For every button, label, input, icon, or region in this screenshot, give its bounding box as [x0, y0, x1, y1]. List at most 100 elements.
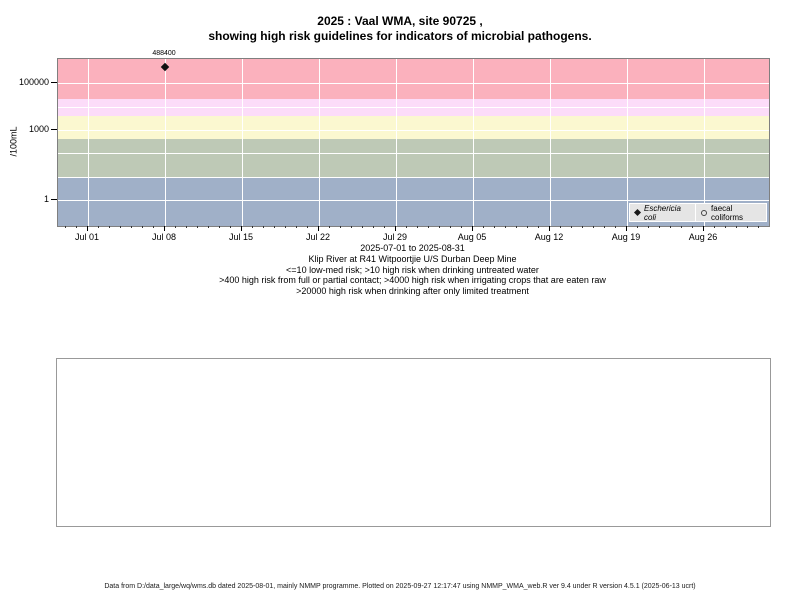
x-minor-tick — [670, 226, 671, 228]
x-tick-mark — [703, 226, 704, 231]
x-minor-tick — [329, 226, 330, 228]
x-minor-tick — [450, 226, 451, 228]
x-tick-mark — [626, 226, 627, 231]
x-minor-tick — [109, 226, 110, 228]
x-minor-tick — [681, 226, 682, 228]
x-tick-label: Jul 29 — [382, 232, 408, 242]
x-minor-tick — [120, 226, 121, 228]
open-circle-icon — [701, 209, 708, 216]
x-gridline — [473, 59, 474, 226]
x-minor-tick — [417, 226, 418, 228]
x-tick-label: Jul 01 — [74, 232, 100, 242]
x-minor-tick — [175, 226, 176, 228]
x-minor-tick — [747, 226, 748, 228]
x-minor-tick — [604, 226, 605, 228]
y-tick-label: 100000 — [18, 77, 49, 88]
x-minor-tick — [505, 226, 506, 228]
chart-title-line-1: 2025 : Vaal WMA, site 90725 , — [317, 14, 483, 28]
x-minor-tick — [362, 226, 363, 228]
y-gridline — [58, 153, 769, 155]
x-tick-label: Aug 19 — [611, 232, 641, 242]
x-minor-tick — [560, 226, 561, 228]
x-minor-tick — [219, 226, 220, 228]
x-gridline — [704, 59, 705, 226]
y-gridline — [58, 106, 769, 108]
x-minor-tick — [98, 226, 99, 228]
risk-band — [58, 115, 769, 140]
legend-label: Eschericia coli — [644, 203, 681, 222]
caption-line-risk-2: >400 high risk from full or partial cont… — [219, 275, 606, 285]
x-tick-label: Jul 15 — [228, 232, 254, 242]
caption-line-risk-1: <=10 low-med risk; >10 high risk when dr… — [286, 264, 539, 275]
x-tick-mark — [318, 226, 319, 231]
x-tick-mark — [87, 226, 88, 231]
y-tick-label: 1000 — [28, 123, 49, 134]
x-gridline — [242, 59, 243, 226]
x-tick-mark — [472, 226, 473, 231]
chart-title-line-2: showing high risk guidelines for indicat… — [208, 29, 592, 43]
x-minor-tick — [186, 226, 187, 228]
x-minor-tick — [439, 226, 440, 228]
x-gridline — [319, 59, 320, 226]
legend-label: faecal coliforms — [711, 203, 744, 222]
x-minor-tick — [758, 226, 759, 228]
x-minor-tick — [76, 226, 77, 228]
x-minor-tick — [483, 226, 484, 228]
x-tick-label: Jul 22 — [305, 232, 331, 242]
y-tick-mark — [51, 199, 57, 201]
x-minor-tick — [307, 226, 308, 228]
x-minor-tick — [230, 226, 231, 228]
legend: Eschericia coli faecal coliforms — [629, 203, 767, 222]
x-tick-label: Aug 12 — [534, 232, 564, 242]
x-minor-tick — [648, 226, 649, 228]
x-minor-tick — [428, 226, 429, 228]
x-minor-tick — [582, 226, 583, 228]
x-minor-tick — [692, 226, 693, 228]
x-gridline — [88, 59, 89, 226]
y-tick-label: 1 — [43, 194, 49, 205]
x-minor-tick — [406, 226, 407, 228]
y-gridline — [58, 129, 769, 131]
x-gridline — [165, 59, 166, 226]
x-gridline — [396, 59, 397, 226]
x-minor-tick — [65, 226, 66, 228]
y-tick-mark — [51, 82, 57, 84]
x-minor-tick — [142, 226, 143, 228]
x-tick-mark — [164, 226, 165, 231]
x-minor-tick — [340, 226, 341, 228]
x-minor-tick — [527, 226, 528, 228]
x-minor-tick — [197, 226, 198, 228]
x-tick-mark — [241, 226, 242, 231]
footer-text: Data from D:/data_large/wq/wms.db dated … — [104, 583, 696, 590]
x-minor-tick — [659, 226, 660, 228]
x-minor-tick — [274, 226, 275, 228]
x-minor-tick — [516, 226, 517, 228]
x-minor-tick — [461, 226, 462, 228]
x-tick-label: Aug 05 — [457, 232, 487, 242]
x-minor-tick — [637, 226, 638, 228]
plot-region: Eschericia coli faecal coliforms — [57, 58, 770, 227]
x-minor-tick — [285, 226, 286, 228]
x-minor-tick — [615, 226, 616, 228]
x-tick-label: Aug 26 — [688, 232, 718, 242]
x-minor-tick — [296, 226, 297, 228]
risk-band — [58, 139, 769, 177]
risk-band — [58, 99, 769, 116]
caption: Klip River at R41 Witpoortjie U/S Durban… — [57, 254, 768, 296]
x-minor-tick — [263, 226, 264, 228]
x-minor-tick — [153, 226, 154, 228]
y-gridline — [58, 176, 769, 178]
caption-line-risk-3: >20000 high risk when drinking after onl… — [296, 285, 529, 296]
caption-line-site: Klip River at R41 Witpoortjie U/S Durban… — [308, 254, 517, 264]
x-tick-label: Jul 08 — [151, 232, 177, 242]
x-axis-title: 2025-07-01 to 2025-08-31 — [360, 243, 465, 253]
x-minor-tick — [351, 226, 352, 228]
x-tick-mark — [395, 226, 396, 231]
x-gridline — [550, 59, 551, 226]
x-tick-mark — [549, 226, 550, 231]
x-minor-tick — [725, 226, 726, 228]
empty-panel — [56, 358, 771, 527]
x-minor-tick — [208, 226, 209, 228]
